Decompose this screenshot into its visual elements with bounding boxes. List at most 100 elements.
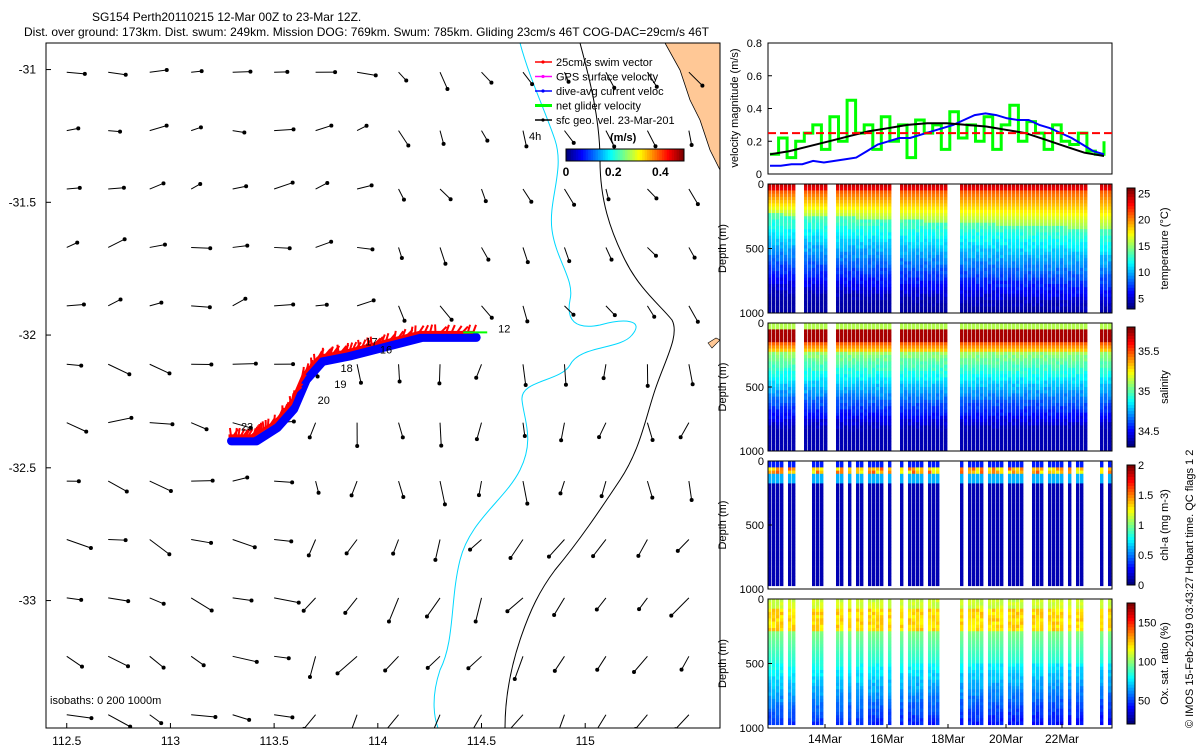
current-arrow [688,481,694,502]
current-arrow-shaft [274,655,289,659]
current-arrow-shaft [149,182,164,190]
current-arrow [315,480,321,495]
current-arrow-head [689,142,694,147]
current-arrow [107,655,130,669]
current-arrow [679,656,690,672]
current-arrow-head [333,70,338,75]
current-arrow-head [636,553,641,558]
current-arrow-head [289,539,294,544]
current-arrow-head [159,721,164,726]
current-arrow-shaft [688,364,694,385]
day-label: 17 [365,337,377,349]
current-arrow-head [404,78,409,83]
current-arrow [605,247,614,262]
current-arrow-shaft [274,538,292,542]
legend-entry: 25cm/s swim vector [556,57,653,69]
current-arrow [108,415,134,424]
current-arrow-head [373,73,378,78]
current-arrow-head [161,181,166,186]
current-arrow-shaft [351,480,358,496]
current-arrow-head [123,72,128,77]
current-arrow-head [433,557,438,562]
map-frame [45,42,721,729]
current-arrow [66,185,82,190]
current-arrow-head [170,422,175,427]
current-arrow-head [650,495,655,500]
current-arrow [191,362,214,367]
current-arrow-shaft [356,299,374,307]
current-arrow [149,655,166,670]
legend-entry: GPS surface velocity [556,72,659,84]
current-arrow-head [244,184,249,189]
current-arrow [149,363,172,376]
current-arrow [149,714,164,726]
current-arrow-head [118,129,123,134]
current-arrow-shaft [232,185,247,190]
current-arrow-shaft [469,539,482,550]
current-arrow-head [571,312,576,317]
current-arrow-head [609,257,614,262]
current-arrow-shaft [108,417,132,424]
current-arrow-head [523,382,528,387]
current-arrow-shaft [677,539,690,552]
current-arrow [647,247,658,258]
current-arrow-head [599,494,604,499]
current-arrow [397,364,402,384]
current-arrow-head [329,239,334,244]
current-arrow [522,305,530,324]
current-arrow [349,480,358,498]
current-arrow-head [307,435,312,440]
current-arrow-shaft [601,480,607,497]
current-arrow-shaft [680,422,690,438]
current-arrow [301,597,316,613]
current-arrow-shaft [646,480,653,498]
current-arrow-head [77,185,82,190]
current-arrow-shaft [510,539,524,559]
current-arrow-head [397,379,402,384]
current-arrow-head [75,240,80,245]
current-arrow [149,597,166,606]
current-arrow-shaft [346,539,358,554]
current-arrow-head [286,656,291,661]
current-arrow-head [162,242,167,247]
current-arrow-shaft [107,655,129,667]
day-label: 20 [318,395,330,407]
current-arrow [688,130,694,147]
current-arrow [476,480,482,498]
current-arrow [688,188,700,207]
current-arrow-shaft [688,130,693,146]
current-arrow-shaft [548,539,565,557]
current-arrow [552,656,565,673]
current-arrow-head [79,664,84,669]
current-arrow [564,130,576,145]
current-arrow [481,130,490,143]
current-arrow-shaft [232,539,255,548]
current-arrow-shaft [356,184,372,190]
current-arrow [191,478,215,483]
current-arrow-head [198,125,203,130]
current-arrow [474,422,482,442]
current-arrow [191,305,212,310]
current-arrow-head [595,667,600,672]
current-arrow-head [76,479,81,484]
current-arrow [232,243,250,248]
current-arrow [232,361,258,366]
current-arrow-shaft [439,247,446,264]
current-arrow-shaft [149,422,173,425]
current-arrow [273,180,295,190]
current-arrow [398,188,406,202]
current-arrow [232,597,254,603]
current-arrow [66,655,84,669]
current-arrow-head [386,619,391,624]
current-arrow [675,539,690,553]
current-arrow-shaft [309,422,317,438]
current-arrow-head [489,80,494,85]
current-arrow-head [653,144,658,149]
current-arrow-head [546,554,551,559]
current-arrow [636,539,648,558]
current-arrow-head [247,717,252,722]
current-arrow-shaft [439,130,445,145]
current-arrow-head [287,246,292,251]
current-arrow [466,655,482,671]
colorbar-tick: 0.2 [605,165,622,179]
